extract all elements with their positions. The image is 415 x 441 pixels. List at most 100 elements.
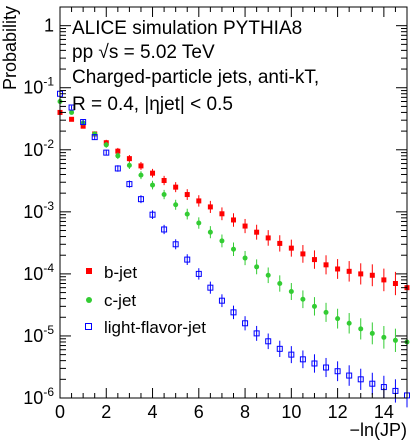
data-point [335, 266, 341, 272]
series-c-jet [57, 98, 410, 354]
data-point [369, 330, 375, 336]
data-point [288, 351, 295, 358]
y-tick-label: 10-1 [23, 75, 54, 98]
data-point [346, 268, 352, 274]
data-point [114, 165, 121, 172]
series-layer [57, 90, 410, 408]
data-point [358, 326, 364, 332]
legend-label-c-jet: c-jet [104, 291, 136, 310]
data-point [91, 134, 98, 141]
y-tick-label: 10-5 [23, 323, 54, 346]
data-point [184, 211, 190, 217]
data-point [172, 241, 179, 248]
data-point [195, 270, 202, 277]
data-point [207, 229, 213, 235]
data-point [392, 281, 398, 287]
x-tick-label: 6 [194, 402, 204, 422]
data-point [196, 198, 202, 204]
data-point [346, 372, 353, 379]
data-point [242, 223, 248, 229]
data-point [242, 320, 249, 327]
x-tick-label: 4 [148, 402, 158, 422]
data-point [218, 297, 225, 304]
data-point [126, 162, 132, 168]
data-point [126, 156, 132, 162]
data-point [69, 116, 75, 122]
x-tick-label: 12 [328, 402, 348, 422]
legend-marker-light-flavor-jet [85, 323, 92, 330]
data-point [115, 153, 121, 159]
data-point [381, 334, 387, 340]
x-tick-label: 10 [281, 402, 301, 422]
y-tick-label: 1 [44, 16, 54, 36]
data-point [138, 163, 144, 169]
data-point [230, 309, 237, 316]
data-point [80, 123, 86, 129]
data-point [138, 172, 144, 178]
legend-label-light-flavor-jet: light-flavor-jet [104, 318, 206, 337]
data-point [115, 148, 121, 154]
data-point [311, 360, 318, 367]
data-point [161, 192, 167, 198]
data-point [254, 264, 260, 270]
x-tick-label: 8 [240, 402, 250, 422]
data-point [323, 262, 329, 268]
title-line-1: ALICE simulation PYTHIA8 [72, 18, 302, 39]
legend-label-b-jet: b-jet [104, 263, 137, 282]
data-point [242, 255, 248, 261]
data-point [300, 251, 306, 257]
data-point [381, 277, 387, 283]
data-point [69, 109, 75, 115]
y-tick-label: 10-2 [23, 137, 54, 160]
y-tick-label: 10-3 [23, 199, 54, 222]
x-axis-label: −ln(JP) [349, 420, 407, 440]
data-point [299, 356, 306, 363]
x-tick-label: 2 [101, 402, 111, 422]
data-point [253, 330, 260, 337]
title-block: ALICE simulation PYTHIA8 pp √s = 5.02 Te… [72, 18, 319, 115]
data-point [92, 131, 98, 137]
data-point [369, 272, 375, 278]
data-point [68, 104, 75, 111]
data-point [126, 181, 133, 188]
data-point [392, 337, 398, 343]
data-point [173, 202, 179, 208]
title-line-3: Charged-particle jets, anti-kT, [72, 67, 319, 88]
series-light-flavor-jet [57, 90, 410, 408]
data-point [357, 376, 364, 383]
x-tick-label: 14 [374, 402, 394, 422]
data-point [207, 284, 214, 291]
data-point [311, 303, 317, 309]
data-point [184, 192, 190, 198]
data-point [231, 246, 236, 252]
data-point [369, 380, 376, 387]
y-tick-label: 10-4 [23, 261, 54, 284]
data-point [161, 177, 167, 183]
data-point [358, 271, 364, 277]
data-point [334, 368, 341, 375]
title-line-4: R = 0.4, |ηjet| < 0.5 [72, 94, 233, 115]
data-point [265, 235, 271, 241]
data-point [184, 256, 191, 263]
data-point [196, 220, 202, 226]
data-point [219, 211, 225, 217]
data-point [137, 196, 144, 203]
data-point [335, 316, 341, 322]
data-point [323, 309, 329, 315]
data-point [150, 170, 156, 176]
data-point [173, 184, 179, 190]
axes-layer: 0 2 4 6 8 10 12 14 10-6 10-5 10-4 10-3 10-2 10-1 1 [23, 6, 408, 422]
data-point [346, 320, 352, 326]
data-point [161, 226, 168, 233]
data-point [103, 142, 109, 148]
x-tick-label: 0 [55, 402, 65, 422]
data-point [276, 345, 283, 352]
legend-marker-c-jet [86, 297, 92, 303]
data-point [277, 240, 283, 246]
data-point [207, 204, 213, 210]
legend-marker-b-jet [86, 268, 92, 274]
data-point [231, 217, 236, 223]
y-axis-label: Probability [0, 6, 20, 90]
data-point [219, 238, 225, 244]
